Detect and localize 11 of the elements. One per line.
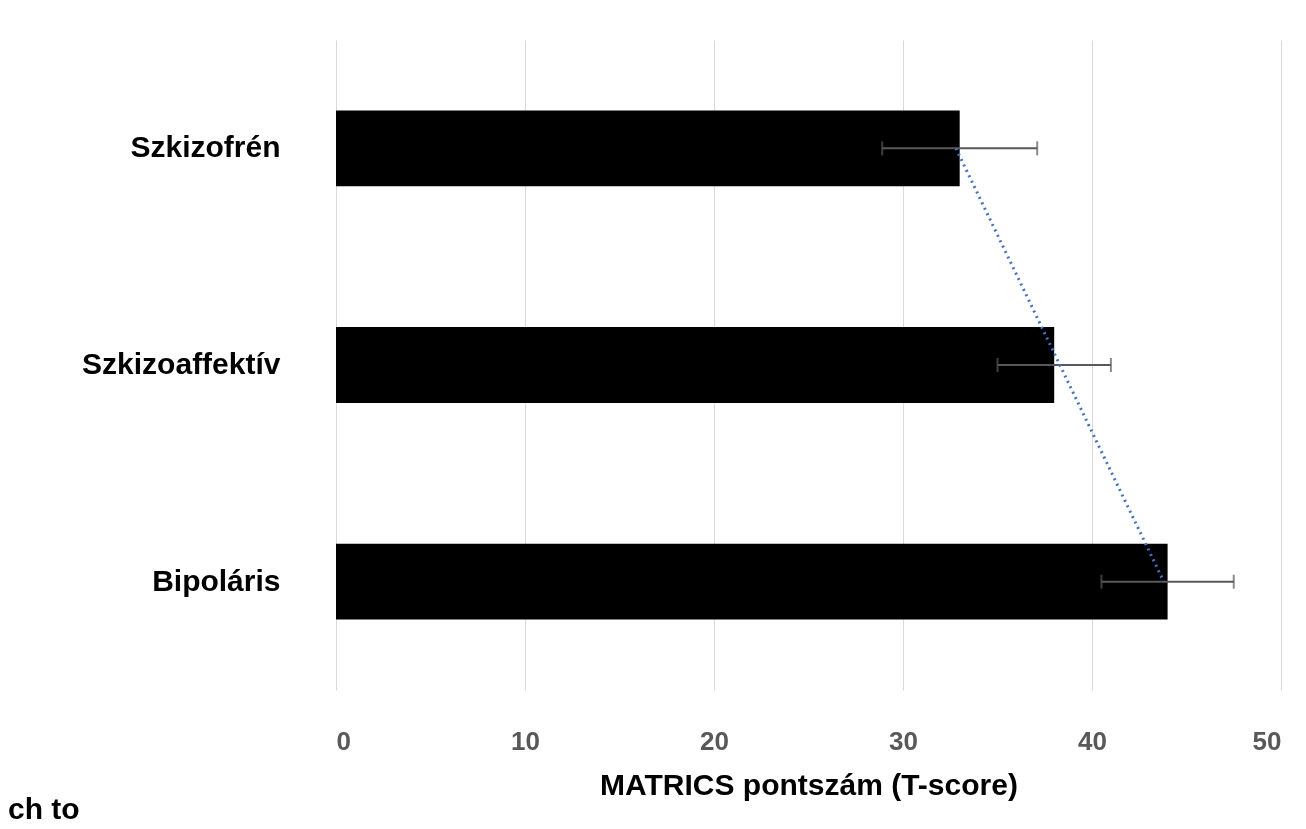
x-tick-label: 10 xyxy=(511,725,540,756)
y-tick-label: Bipoláris xyxy=(152,563,281,597)
x-tick-label: 50 xyxy=(1252,725,1282,756)
x-axis-title: MATRICS pontszám (T-score) xyxy=(600,767,1018,801)
y-tick-label: Szkizofrén xyxy=(130,130,281,164)
x-tick-label: 0 xyxy=(336,725,351,756)
y-tick-label: Szkizoaffektív xyxy=(82,347,281,380)
text: ch to xyxy=(8,792,80,825)
x-tick-label: 40 xyxy=(1078,725,1107,756)
x-tick-label: 30 xyxy=(889,725,918,756)
x-tick-label: 20 xyxy=(700,725,729,756)
